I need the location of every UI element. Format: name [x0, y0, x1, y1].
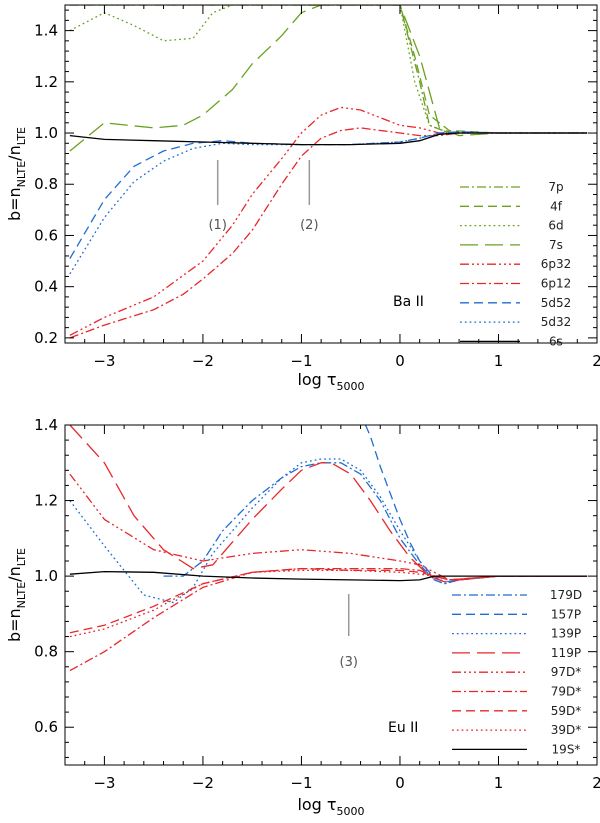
legend-label-7s: 7s: [549, 238, 563, 252]
x-tick-label: 2: [592, 774, 600, 792]
series-line-39d-star: [69, 569, 588, 638]
x-tick-label: −2: [192, 774, 214, 792]
ba-ii-panel: −3 −2 −1 0 1 2 0.2 0.4 0.6 0.8 1.0 1.2 1.4 log τ5000 b…: [5, 4, 600, 393]
y-tick-label: 0.8: [34, 643, 58, 661]
y-tick-label: 1.2: [34, 492, 58, 510]
legend-label-5d52: 5d52: [541, 296, 572, 310]
y-tick-label: 1.0: [34, 567, 58, 585]
legend-label-6s: 6s: [549, 334, 563, 348]
x-tick-label: 0: [395, 352, 405, 370]
panel-label: Ba II: [393, 294, 424, 310]
series-line-6d: [69, 5, 588, 134]
series-line-59d-star: [69, 567, 588, 634]
y-axis-label: b=nNLTE/nLTE: [5, 548, 28, 642]
legend-label-119p: 119P: [551, 646, 581, 660]
legend-label-79d-star: 79D*: [551, 685, 582, 699]
series-line-157p: [364, 425, 588, 583]
y-tick-label: 1.2: [34, 73, 58, 91]
y-axis-label: b=nNLTE/nLTE: [5, 127, 28, 221]
legend-label-19s-star: 19S*: [552, 742, 581, 756]
series-line-97d-star: [69, 473, 588, 581]
x-tick-label: −3: [93, 774, 115, 792]
legend-label-5d32: 5d32: [541, 315, 572, 329]
legend-label-4f: 4f: [550, 199, 563, 213]
y-tick-label: 1.4: [34, 416, 58, 434]
x-tick-label: −1: [290, 352, 312, 370]
x-tick-label: 2: [592, 352, 600, 370]
legend: 7p 4f 6d 7s 6p32 6p12 5d52 5d32 6s: [460, 180, 571, 348]
legend-label-97d-star: 97D*: [551, 665, 582, 679]
series-line-7p: [69, 5, 588, 134]
series-line-79d-star: [69, 567, 588, 672]
y-tick-label: 0.6: [34, 718, 58, 736]
series-curves: [69, 425, 588, 672]
y-tick-label: 0.6: [34, 226, 58, 244]
y-tick-label: 0.2: [34, 329, 58, 347]
series-line-5d52: [69, 131, 588, 259]
series-line-179d: [163, 462, 588, 585]
plot-frame: [64, 424, 598, 766]
series-line-119p: [69, 425, 588, 583]
series-line-6p32: [69, 106, 588, 336]
series-line-19s-star: [69, 570, 588, 582]
series-curves: [69, 5, 588, 339]
legend-label-59d-star: 59D*: [551, 704, 582, 718]
legend-label-6d: 6d: [548, 219, 563, 233]
depth-marker-label: (3): [340, 655, 358, 670]
legend-label-39d-star: 39D*: [551, 723, 582, 737]
depth-marker-label: (1): [208, 218, 226, 233]
x-axis-label: log τ5000: [297, 795, 364, 818]
legend-label-7p: 7p: [548, 180, 563, 194]
series-line-6s: [69, 132, 588, 146]
legend-label-179d: 179D: [550, 588, 582, 602]
x-tick-label: −3: [93, 352, 115, 370]
panel-label: Eu II: [388, 720, 418, 736]
legend-label-139p: 139P: [551, 627, 581, 641]
legend-label-6p32: 6p32: [541, 257, 572, 271]
series-line-5d32: [69, 131, 588, 275]
legend-label-6p12: 6p12: [541, 277, 572, 291]
x-tick-label: 1: [494, 352, 504, 370]
legend: 179D 157P 139P 119P 97D* 79D* 59D* 39D* 19S*: [452, 588, 582, 756]
y-tick-label: 0.4: [34, 278, 58, 296]
legend-label-157p: 157P: [551, 607, 581, 621]
x-axis-label: log τ5000: [297, 370, 364, 393]
x-tick-label: −2: [192, 352, 214, 370]
series-line-6p12: [69, 127, 588, 339]
x-tick-label: 0: [395, 774, 405, 792]
y-tick-label: 1.4: [34, 22, 58, 40]
y-tick-label: 1.0: [34, 124, 58, 142]
x-tick-label: 1: [494, 774, 504, 792]
y-tick-label: 0.8: [34, 175, 58, 193]
depth-marker-label: (2): [300, 218, 318, 233]
series-line-7s: [69, 5, 588, 152]
x-tick-label: −1: [290, 774, 312, 792]
eu-ii-panel: −3 −2 −1 0 1 2 0.6 0.8 1.0 1.2 1.4 log τ5000 b=nNLTE…: [5, 416, 600, 818]
series-line-4f: [69, 5, 588, 134]
